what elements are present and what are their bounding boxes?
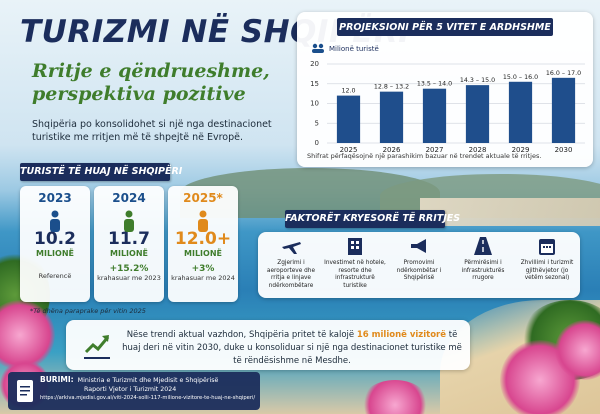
- bar: [379, 91, 404, 143]
- chart-panel: PROJEKSIONI PËR 5 VITET E ARDHSHME Milio…: [297, 12, 593, 167]
- bar: [336, 95, 361, 143]
- source-url: https://arkiva.mjedisi.gov.al/viti-2024-…: [40, 395, 256, 401]
- stat-value: 10.2: [34, 229, 76, 249]
- bar: [465, 85, 490, 143]
- stat-value: 11.7: [108, 229, 150, 249]
- stat-note: krahasuar me 2024: [171, 274, 235, 282]
- document-icon: [17, 380, 33, 402]
- factor: Përmirësimi i infrastrukturës rrugore: [452, 236, 514, 283]
- source-box: BURIMI: Ministria e Turizmit dhe Mjedisi…: [8, 372, 260, 410]
- source-line: Ministria e Turizmit dhe Mjedisit e Shqi…: [77, 377, 219, 384]
- x-tick-label: 2026: [383, 146, 401, 154]
- factor-text: Zhvillimi i turizmit gjithëvjetor (jo ve…: [520, 260, 574, 281]
- person-icon: [124, 210, 134, 232]
- value-label: 13.5 – 14.0: [417, 81, 452, 88]
- stat-card: 2024 11.7 MILIONË +15.2% krahasuar me 20…: [94, 186, 164, 302]
- chart-note: Shifrat përfaqësojnë një parashikim bazu…: [307, 152, 541, 160]
- value-label: 12.8 – 13.2: [374, 84, 409, 91]
- stat-card: 2025* 12.0+ MILIONË +3% krahasuar me 202…: [168, 186, 238, 302]
- x-tick-label: 2027: [426, 146, 444, 154]
- bar: [508, 81, 533, 143]
- factor: Zhvillimi i turizmit gjithëvjetor (jo ve…: [516, 236, 578, 283]
- footnote: *Të dhëna paraprake për vitin 2025: [30, 307, 146, 315]
- value-label: 14.3 – 15.0: [460, 77, 495, 84]
- outlook-text: Nëse trendi aktual vazhdon, Shqipëria pr…: [122, 329, 462, 368]
- source-line: Raporti Vjetor i Turizmit 2024: [84, 385, 177, 393]
- text: Nëse trendi aktual vazhdon, Shqipëria pr…: [126, 330, 355, 340]
- factor-text: Investimet në hotele, resorte dhe infras…: [324, 260, 386, 289]
- year: 2024: [112, 191, 146, 205]
- chart: PROJEKSIONI PËR 5 VITET E ARDHSHME Milio…: [307, 18, 585, 160]
- y-tick-label: 20: [310, 60, 319, 68]
- plane-icon: [282, 242, 301, 254]
- section-banner: TURISTË TË HUAJ NË SHQIPËRI: [20, 163, 182, 181]
- people-icon: [312, 43, 324, 53]
- year: 2025*: [183, 191, 223, 205]
- flowers: [0, 300, 55, 370]
- stat-unit: MILIONË: [110, 249, 148, 258]
- factor: Investimet në hotele, resorte dhe infras…: [324, 236, 386, 290]
- x-tick-label: 2029: [512, 146, 530, 154]
- factor: Zgjerimi i aeroporteve dhe rritja e linj…: [260, 236, 322, 290]
- person-icon: [50, 210, 60, 232]
- road-icon: [474, 237, 492, 255]
- factor-text: Përmirësimi i infrastrukturës rrugore: [461, 260, 505, 281]
- x-tick-label: 2030: [555, 146, 573, 154]
- stat-card: 2023 10.2 MILIONË Referencë: [20, 186, 90, 302]
- bar: [551, 77, 576, 143]
- lead-text: Shqipëria po konsolidohet si një nga des…: [32, 119, 272, 143]
- year: 2023: [38, 191, 72, 205]
- factor-text: Promovimi ndërkombëtar i Shqipërisë: [396, 260, 442, 281]
- stat-unit: MILIONË: [184, 249, 222, 258]
- x-tick-label: 2028: [469, 146, 487, 154]
- stat-unit: MILIONË: [36, 249, 74, 258]
- y-tick-label: 15: [310, 80, 319, 88]
- town: [420, 198, 600, 226]
- y-axis-label: Milionë turistë: [329, 45, 379, 53]
- factor-text: Zgjerimi i aeroporteve dhe rritja e linj…: [266, 260, 316, 289]
- y-tick-label: 5: [315, 119, 319, 127]
- x-tick-label: 2025: [340, 146, 358, 154]
- growth-icon: [84, 335, 110, 359]
- source-label: BURIMI:: [40, 375, 74, 384]
- outlook-panel: Nëse trendi aktual vazhdon, Shqipëria pr…: [66, 320, 470, 370]
- flowers: [555, 320, 600, 380]
- stat-change: +3%: [191, 264, 215, 274]
- hotel-icon: [348, 238, 362, 255]
- value-label: 15.0 – 16.0: [503, 74, 538, 81]
- factors-panel: Zgjerimi i aeroporteve dhe rritja e linj…: [258, 232, 580, 298]
- chart-title: PROJEKSIONI PËR 5 VITET E ARDHSHME: [339, 22, 551, 33]
- stat-value: 12.0+: [174, 229, 232, 249]
- stat-note: Referencë: [38, 272, 72, 280]
- megaphone-icon: [411, 239, 426, 253]
- person-icon: [198, 210, 208, 232]
- calendar-icon: [539, 239, 555, 255]
- bar: [422, 88, 447, 143]
- subtitle: Rritje e qëndrueshme, perspektiva poziti…: [32, 60, 270, 105]
- stat-change: +15.2%: [109, 264, 149, 274]
- highlight: 16 milionë vizitorë: [356, 330, 447, 340]
- text: të huaj deri në vitin 2030, duke u konso…: [122, 330, 462, 366]
- flowers: [360, 380, 430, 414]
- factor: Promovimi ndërkombëtar i Shqipërisë: [388, 236, 450, 283]
- y-tick-label: 0: [315, 139, 319, 147]
- stat-note: krahasuar me 2023: [97, 274, 161, 282]
- chart-banner: [337, 18, 553, 36]
- value-label: 12.0: [341, 88, 355, 95]
- section-banner: FAKTORËT KRYESORË TË RRITJES: [285, 210, 460, 228]
- value-label: 16.0 – 17.0: [546, 70, 581, 77]
- y-tick-label: 10: [310, 100, 319, 108]
